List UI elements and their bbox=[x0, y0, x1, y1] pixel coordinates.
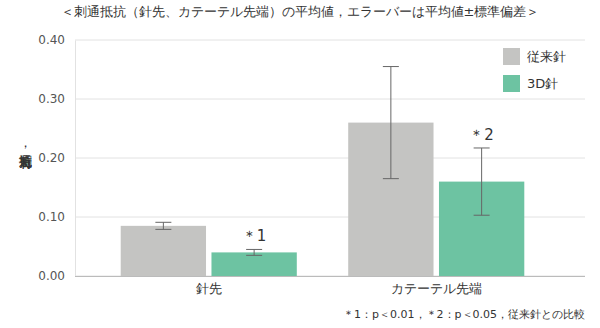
legend-swatch bbox=[503, 48, 520, 65]
error-bar-line bbox=[481, 148, 482, 215]
bar bbox=[211, 252, 296, 276]
x-tick: カテーテル先端 bbox=[391, 276, 482, 296]
y-tick: 0.40 bbox=[38, 33, 75, 47]
y-axis-title: 刺通抵抗，N bbox=[19, 144, 34, 172]
error-bar-cap bbox=[155, 222, 171, 223]
x-axis: 針先 カテーテル先端 bbox=[75, 276, 585, 296]
bar bbox=[121, 226, 206, 276]
legend-swatch bbox=[503, 75, 520, 92]
y-tick: 0.30 bbox=[38, 92, 75, 106]
error-bar bbox=[474, 148, 490, 215]
grid-line bbox=[75, 99, 585, 100]
y-tick-label: 0.20 bbox=[38, 151, 65, 165]
y-tick: 0.20 bbox=[38, 151, 75, 165]
plot-area bbox=[121, 67, 525, 276]
y-tick: 0.00 bbox=[38, 269, 75, 283]
grid-line bbox=[75, 40, 585, 41]
error-bar bbox=[155, 222, 171, 229]
error-bar-cap bbox=[246, 249, 262, 250]
y-axis-line bbox=[75, 41, 76, 277]
error-bar-line bbox=[254, 249, 255, 255]
y-tick-label: 0.30 bbox=[38, 92, 65, 106]
error-bar bbox=[246, 249, 262, 255]
title: ＜刺通抵抗（針先、カテーテル先端）の平均値，エラーバーは平均値±標準偏差＞ bbox=[61, 4, 540, 19]
y-axis: 0.00 0.10 0.20 0.30 0.40 bbox=[38, 33, 75, 283]
x-axis-line bbox=[75, 276, 585, 277]
legend-label: 従来針 bbox=[527, 49, 566, 64]
annotation: ＊2 bbox=[469, 126, 494, 144]
y-tick-label: 0.40 bbox=[38, 33, 65, 47]
error-bar-cap bbox=[474, 215, 490, 216]
error-bar-line bbox=[390, 67, 391, 179]
error-bar-line bbox=[163, 222, 164, 229]
error-bar bbox=[383, 67, 399, 179]
error-bar-cap bbox=[474, 147, 490, 148]
x-tick: 針先 bbox=[196, 276, 222, 296]
error-bar-cap bbox=[383, 178, 399, 179]
legend: 従来針 3D針 bbox=[503, 48, 566, 92]
y-tick: 0.10 bbox=[38, 210, 75, 224]
x-tick-label: 針先 bbox=[196, 281, 222, 296]
grid-line bbox=[75, 158, 585, 159]
grid bbox=[75, 40, 585, 276]
y-tick-label: 0.00 bbox=[38, 269, 65, 283]
legend-label: 3D針 bbox=[527, 76, 558, 91]
error-bar-cap bbox=[383, 66, 399, 67]
x-tick-label: カテーテル先端 bbox=[391, 281, 482, 296]
footnote: ＊1：p＜0.01，＊2：p＜0.05，従来針との比較 bbox=[343, 308, 585, 321]
error-bar-cap bbox=[246, 255, 262, 256]
error-bar-cap bbox=[155, 229, 171, 230]
chart: ＜刺通抵抗（針先、カテーテル先端）の平均値，エラーバーは平均値±標準偏差＞ 0.0… bbox=[0, 0, 600, 328]
annotation: ＊1 bbox=[242, 227, 267, 245]
y-tick-label: 0.10 bbox=[38, 210, 65, 224]
